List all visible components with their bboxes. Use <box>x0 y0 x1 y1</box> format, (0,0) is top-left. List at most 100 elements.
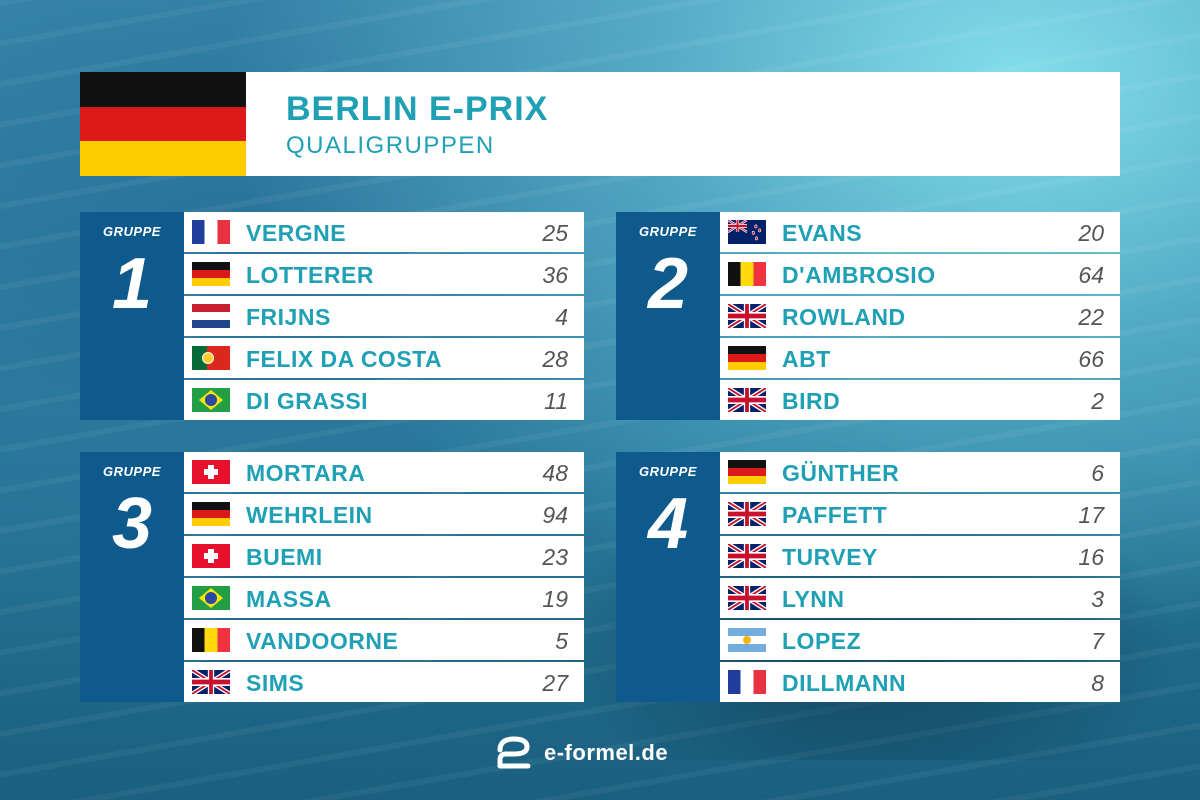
driver-row: LOPEZ 7 <box>720 620 1120 660</box>
driver-number: 27 <box>542 670 568 696</box>
group-panel-3: GRUPPE 3 MORTARA 48 WEHRLEIN 94 BUEMI 23 MASSA 19… <box>80 452 584 702</box>
driver-number: 66 <box>1078 346 1104 372</box>
driver-name: D'AMBROSIO <box>782 262 936 288</box>
germany-flag-icon <box>80 72 246 176</box>
group-label-column: GRUPPE 1 <box>80 212 184 420</box>
driver-row: MASSA 19 <box>184 578 584 618</box>
driver-row: D'AMBROSIO 64 <box>720 254 1120 294</box>
driver-row: PAFFETT 17 <box>720 494 1120 534</box>
driver-row: SIMS 27 <box>184 662 584 702</box>
group-panel-4: GRUPPE 4 GÜNTHER 6 PAFFETT 17 TURVEY 16 LYNN 3 LOP… <box>616 452 1120 702</box>
driver-number: 94 <box>542 502 568 528</box>
germany-flag-icon <box>728 460 766 484</box>
new-zealand-flag-icon <box>728 220 766 244</box>
united-kingdom-flag-icon <box>728 586 766 610</box>
germany-flag-icon <box>728 346 766 370</box>
driver-number: 8 <box>1091 670 1104 696</box>
footer-brand: e-formel.de <box>496 736 716 772</box>
driver-number: 5 <box>555 628 568 654</box>
driver-row: TURVEY 16 <box>720 536 1120 576</box>
driver-number: 25 <box>542 220 568 246</box>
group-label-column: GRUPPE 4 <box>616 452 720 702</box>
driver-number: 17 <box>1078 502 1104 528</box>
driver-number: 11 <box>544 388 568 414</box>
driver-number: 3 <box>1091 586 1104 612</box>
driver-name: MORTARA <box>246 460 366 486</box>
driver-row: FRIJNS 4 <box>184 296 584 336</box>
driver-name: FRIJNS <box>246 304 331 330</box>
driver-row: BUEMI 23 <box>184 536 584 576</box>
footer-brand-text: e-formel.de <box>544 740 669 765</box>
driver-name: BIRD <box>782 388 841 414</box>
header-banner: BERLIN E-PRIX QUALIGRUPPEN <box>80 72 1120 176</box>
driver-row: VERGNE 25 <box>184 212 584 252</box>
driver-number: 20 <box>1078 220 1104 246</box>
driver-row: FELIX DA COSTA 28 <box>184 338 584 378</box>
group-label: GRUPPE <box>103 464 161 479</box>
driver-row: DILLMANN 8 <box>720 662 1120 702</box>
driver-number: 36 <box>542 262 568 288</box>
driver-name: VANDOORNE <box>246 628 399 654</box>
driver-number: 7 <box>1091 628 1104 654</box>
driver-name: ROWLAND <box>782 304 906 330</box>
driver-name: SIMS <box>246 670 305 696</box>
driver-number: 23 <box>542 544 568 570</box>
driver-row: BIRD 2 <box>720 380 1120 420</box>
driver-name: LYNN <box>782 586 845 612</box>
driver-number: 48 <box>542 460 568 486</box>
group-number: 3 <box>111 484 153 564</box>
driver-name: DI GRASSI <box>246 388 369 414</box>
driver-number: 2 <box>1091 388 1104 414</box>
page-subtitle: QUALIGRUPPEN <box>286 132 495 159</box>
driver-row: LOTTERER 36 <box>184 254 584 294</box>
e-formel-logo-icon <box>497 736 531 769</box>
switzerland-flag-icon <box>192 460 230 484</box>
united-kingdom-flag-icon <box>728 388 766 412</box>
driver-row: WEHRLEIN 94 <box>184 494 584 534</box>
group-label-column: GRUPPE 3 <box>80 452 184 702</box>
france-flag-icon <box>192 220 230 244</box>
page-title: BERLIN E-PRIX <box>286 90 549 128</box>
driver-row: DI GRASSI 11 <box>184 380 584 420</box>
driver-name: GÜNTHER <box>782 460 900 486</box>
group-number: 4 <box>647 484 689 564</box>
driver-name: LOTTERER <box>246 262 374 288</box>
netherlands-flag-icon <box>192 304 230 328</box>
france-flag-icon <box>728 670 766 694</box>
belgium-flag-icon <box>728 262 766 286</box>
driver-number: 28 <box>542 346 568 372</box>
driver-row: ROWLAND 22 <box>720 296 1120 336</box>
group-label: GRUPPE <box>639 224 697 239</box>
group-panel-1: GRUPPE 1 VERGNE 25 LOTTERER 36 FRIJNS 4 FELIX DA… <box>80 212 584 420</box>
portugal-flag-icon <box>192 346 230 370</box>
driver-row: LYNN 3 <box>720 578 1120 618</box>
group-number: 2 <box>647 244 689 324</box>
germany-flag-icon <box>192 502 230 526</box>
driver-name: FELIX DA COSTA <box>246 346 443 372</box>
driver-row: ABT 66 <box>720 338 1120 378</box>
argentina-flag-icon <box>728 628 766 652</box>
driver-name: BUEMI <box>246 544 323 570</box>
belgium-flag-icon <box>192 628 230 652</box>
driver-name: ABT <box>782 346 831 372</box>
united-kingdom-flag-icon <box>192 670 230 694</box>
driver-name: MASSA <box>246 586 332 612</box>
driver-number: 64 <box>1078 262 1104 288</box>
germany-flag-icon <box>192 262 230 286</box>
driver-row: VANDOORNE 5 <box>184 620 584 660</box>
driver-row: EVANS 20 <box>720 212 1120 252</box>
group-label: GRUPPE <box>639 464 697 479</box>
driver-row: GÜNTHER 6 <box>720 452 1120 492</box>
brazil-flag-icon <box>192 388 230 412</box>
brazil-flag-icon <box>192 586 230 610</box>
group-number: 1 <box>111 244 153 324</box>
group-panel-2: GRUPPE 2 EVANS 20 D'AMBROSIO 64 ROWLAND 22 ABT 66… <box>616 212 1120 420</box>
driver-row: MORTARA 48 <box>184 452 584 492</box>
united-kingdom-flag-icon <box>728 304 766 328</box>
united-kingdom-flag-icon <box>728 502 766 526</box>
united-kingdom-flag-icon <box>728 544 766 568</box>
driver-name: WEHRLEIN <box>246 502 373 528</box>
driver-number: 22 <box>1078 304 1104 330</box>
driver-name: TURVEY <box>782 544 878 570</box>
group-label-column: GRUPPE 2 <box>616 212 720 420</box>
